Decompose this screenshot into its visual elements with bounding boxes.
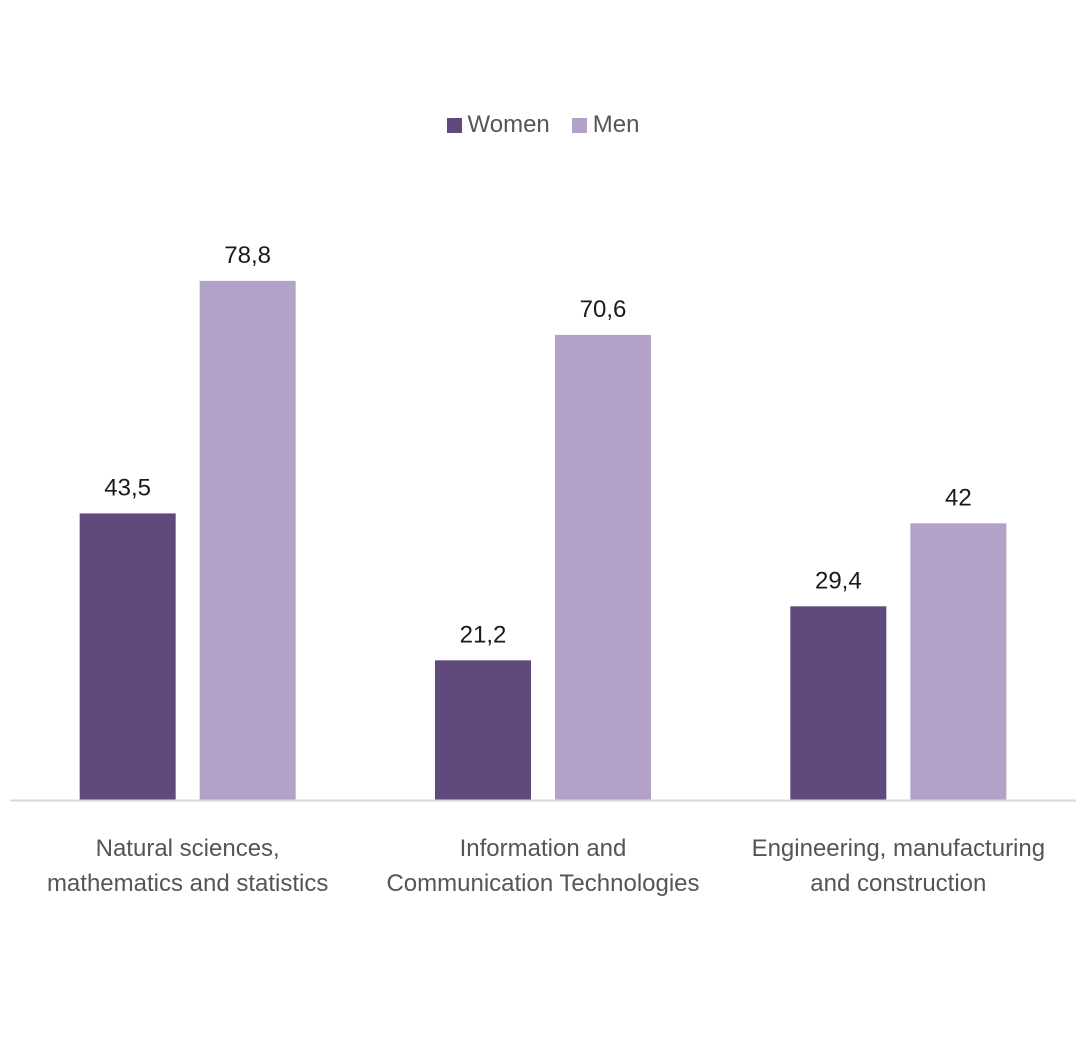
legend-item-men: Men bbox=[571, 111, 640, 139]
bar-men-0 bbox=[199, 280, 296, 800]
x-tick-label-0-0: Natural sciences, bbox=[96, 835, 280, 862]
x-tick-label-2-1: and construction bbox=[810, 870, 986, 897]
x-tick-label-1-1: Communication Technologies bbox=[386, 870, 699, 897]
legend-item-women: Women bbox=[446, 111, 550, 139]
legend: Women Men bbox=[0, 111, 1086, 139]
data-label-men-1: 70,6 bbox=[580, 296, 627, 323]
bar-women-1 bbox=[435, 660, 531, 800]
x-tick-label-0-1: mathematics and statistics bbox=[47, 870, 328, 897]
bar-women-2 bbox=[790, 606, 887, 800]
data-label-women-0: 43,5 bbox=[104, 474, 151, 501]
x-tick-label-1-0: Information and bbox=[460, 835, 627, 862]
data-label-men-2: 42 bbox=[945, 484, 972, 511]
legend-swatch-women bbox=[446, 117, 462, 133]
legend-swatch-men bbox=[571, 117, 587, 133]
x-tick-label-2-0: Engineering, manufacturing bbox=[752, 835, 1046, 862]
bar-men-1 bbox=[555, 334, 651, 800]
bar-men-2 bbox=[910, 523, 1007, 800]
data-label-women-2: 29,4 bbox=[815, 567, 862, 594]
data-label-women-1: 21,2 bbox=[460, 621, 507, 648]
legend-label-women: Women bbox=[467, 111, 550, 138]
legend-label-men: Men bbox=[592, 111, 640, 138]
data-label-men-0: 78,8 bbox=[224, 242, 271, 269]
bar-women-0 bbox=[79, 513, 176, 800]
